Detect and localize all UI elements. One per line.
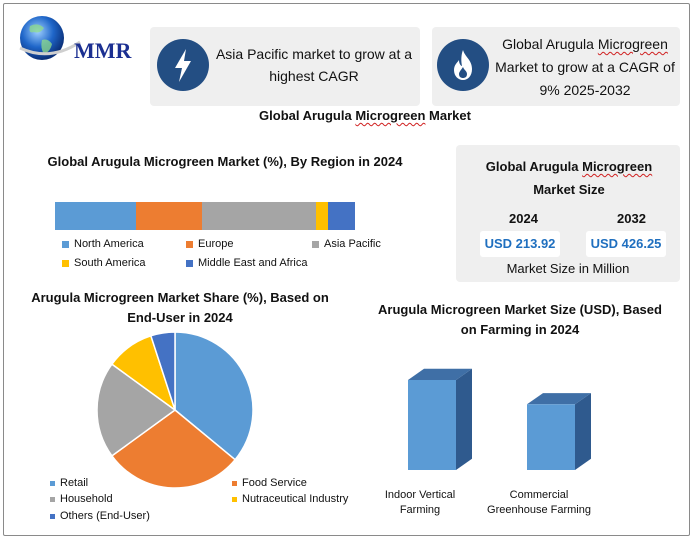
region-stacked-bar [55, 202, 355, 230]
mmr-logo: MMR [14, 14, 144, 69]
legend-label: Middle East and Africa [198, 257, 308, 269]
legend-label: North America [74, 238, 144, 250]
legend-label: Others (End-User) [60, 510, 150, 522]
legend-swatch [62, 240, 69, 248]
bar-commercial-greenhouse-farming [527, 393, 591, 470]
pie-slice-household [96, 363, 177, 457]
market-size-2032: USD 426.25 [586, 231, 666, 257]
cagr-card: Global Arugula Microgreen Market to grow… [432, 27, 680, 106]
year-2032: 2032 [617, 211, 646, 226]
region-legend-north-america: North America [62, 238, 144, 250]
region-legend-south-america: South America [62, 257, 146, 269]
bar-indoor-vertical-farming [408, 368, 472, 470]
asia-pacific-card-text: Asia Pacific market to grow at a highest… [215, 46, 413, 84]
asia-pacific-card: Asia Pacific market to grow at a highest… [150, 27, 420, 106]
pie-legend-others-end-user: Others (End-User) [50, 510, 150, 522]
bar-label-indoor-vertical-farming: Indoor Vertical Farming [384, 489, 456, 516]
cagr-text: Global Arugula Microgreen Market to grow… [495, 36, 675, 98]
legend-swatch [50, 513, 55, 519]
region-legend-europe: Europe [186, 238, 233, 250]
region-chart-title: Global Arugula Microgreen Market (%), By… [47, 154, 403, 169]
region-bar-north-america [55, 202, 136, 230]
market-size-title: Global Arugula Microgreen Market Size [485, 159, 653, 197]
bar-chart-title: Arugula Microgreen Market Size (USD), Ba… [378, 302, 662, 337]
misspelled-word: Microgreen [355, 108, 426, 123]
pie-chart-title: Arugula Microgreen Market Share (%), Bas… [31, 290, 329, 325]
legend-swatch [62, 259, 69, 267]
infographic-frame [3, 3, 690, 536]
legend-label: Nutraceutical Industry [242, 493, 349, 505]
misspelled-word: Microgreen [597, 36, 668, 52]
pie-slice-food-service [110, 409, 237, 489]
lightning-icon [157, 39, 209, 91]
market-size-2024: USD 213.92 [480, 231, 560, 257]
pie-slice-retail [174, 331, 254, 461]
region-bar-europe [136, 202, 202, 230]
legend-swatch [50, 480, 55, 486]
main-title: Global Arugula Microgreen Market [259, 108, 471, 123]
region-legend-asia-pacific: Asia Pacific [312, 238, 381, 250]
legend-label: Asia Pacific [324, 238, 381, 250]
misspelled-word: Microgreen [582, 159, 653, 174]
legend-swatch [232, 480, 237, 486]
legend-swatch [186, 240, 193, 248]
legend-label: Food Service [242, 477, 307, 489]
legend-label: Retail [60, 477, 89, 489]
legend-label: Household [60, 493, 113, 505]
region-legend-middle-east-and-africa: Middle East and Africa [186, 257, 307, 269]
legend-label: Europe [198, 238, 234, 250]
farming-bar-chart [408, 368, 591, 470]
pie-legend-nutraceutical-industry: Nutraceutical Industry [232, 493, 348, 505]
legend-swatch [186, 259, 193, 267]
pie-legend-food-service: Food Service [232, 477, 307, 489]
year-2024: 2024 [509, 211, 538, 226]
end-user-pie-chart [96, 331, 254, 489]
region-bar-asia-pacific [202, 202, 316, 230]
pie-legend-retail: Retail [50, 477, 88, 489]
pie-slice-others-end-user [149, 331, 176, 411]
region-bar-south-america [316, 202, 328, 230]
market-size-footer: Market Size in Million [506, 261, 630, 276]
cagr-card-text: Global Arugula Microgreen Market to grow… [494, 33, 676, 102]
pie-legend-household: Household [50, 493, 113, 505]
legend-swatch [312, 240, 319, 248]
flame-icon [437, 39, 489, 91]
market-size-panel: Global Arugula Microgreen Market Size 20… [456, 145, 680, 282]
logo-text: MMR [74, 38, 133, 63]
region-bar-middle-east-and-africa [328, 202, 355, 230]
legend-swatch [50, 496, 55, 502]
legend-swatch [232, 496, 237, 502]
legend-label: South America [74, 257, 146, 269]
bar-label-commercial-greenhouse-farming: Commercial Greenhouse Farming [487, 489, 591, 516]
